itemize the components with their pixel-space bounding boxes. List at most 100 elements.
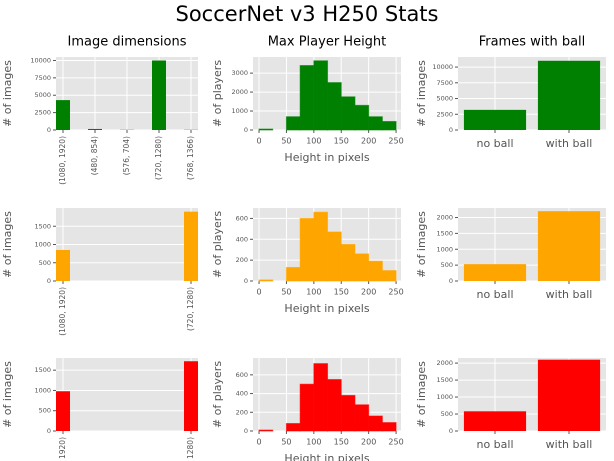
y-tick-label: 1000 xyxy=(34,241,51,249)
x-tick-label: 250 xyxy=(388,288,403,297)
bar xyxy=(258,128,274,131)
x-tick-label: 150 xyxy=(334,288,349,297)
y-tick-label: 0 xyxy=(449,126,453,134)
y-tick-label: 0 xyxy=(47,277,51,285)
x-tick-label: 200 xyxy=(361,288,376,297)
x-tick-label: 100 xyxy=(306,288,321,297)
y-axis-label: # of images xyxy=(1,60,14,127)
y-tick-label: 0 xyxy=(244,126,248,134)
subplot: 0 200 400 600 # of players Height in pixels 0 5… xyxy=(211,208,404,315)
bar xyxy=(285,423,301,432)
x-tick-label: no ball xyxy=(476,137,513,150)
subplot: 0 200 400 600 # of players Height in pixels 0 5… xyxy=(211,358,404,461)
bar xyxy=(368,116,383,131)
y-axis-label: # of players xyxy=(211,211,224,278)
y-tick-label: 7500 xyxy=(34,74,51,82)
bar xyxy=(152,60,166,130)
x-tick-label: 0 xyxy=(256,288,261,297)
y-tick-label: 600 xyxy=(236,371,248,379)
y-tick-label: 2500 xyxy=(34,109,51,117)
y-tick-label: 1000 xyxy=(436,245,453,253)
subplot-title: Frames with ball xyxy=(479,35,586,50)
y-tick-label: 600 xyxy=(236,214,248,222)
bar xyxy=(258,279,274,282)
y-tick-label: 5000 xyxy=(436,95,453,103)
y-tick-label: 1500 xyxy=(436,229,453,237)
x-tick-label: with ball xyxy=(546,137,593,150)
x-tick-label: (1080, 1920) xyxy=(58,287,67,336)
x-tick-label: (1080, 1920) xyxy=(58,437,67,461)
y-tick-label: 10000 xyxy=(432,63,453,71)
subplot: 0 500 1000 1500 2000 # of images no ball with b… xyxy=(415,358,606,451)
subplot: 0 500 1000 1500 # of images (1080, 1920) (720,… xyxy=(1,358,198,461)
bar xyxy=(313,211,329,282)
bar xyxy=(463,264,527,281)
bar xyxy=(327,82,342,131)
figure-title: SoccerNet v3 H250 Stats xyxy=(176,2,439,26)
y-tick-label: 1500 xyxy=(34,222,51,230)
y-axis-label: # of images xyxy=(415,211,428,278)
y-axis-label: # of images xyxy=(415,60,428,127)
x-tick-label: (768, 1366) xyxy=(186,136,195,180)
y-tick-label: 7500 xyxy=(436,79,453,87)
subplot-title: Max Player Height xyxy=(268,35,387,50)
x-tick-label: 100 xyxy=(306,438,321,447)
y-tick-label: 500 xyxy=(441,410,453,418)
subplot-title: Image dimensions xyxy=(68,35,187,50)
bar xyxy=(463,109,527,130)
bar xyxy=(88,128,102,130)
bar xyxy=(381,422,397,432)
bar xyxy=(381,270,397,282)
x-tick-label: 150 xyxy=(334,438,349,447)
bar xyxy=(299,217,315,282)
y-tick-label: 0 xyxy=(449,277,453,285)
y-tick-label: 0 xyxy=(47,427,51,435)
bar xyxy=(184,361,198,431)
x-tick-label: (576, 704) xyxy=(122,136,131,175)
y-tick-label: 2000 xyxy=(231,88,248,96)
y-tick-label: 5000 xyxy=(34,91,51,99)
bar xyxy=(354,104,370,131)
bar xyxy=(313,60,329,131)
x-axis-label: Height in pixels xyxy=(284,452,369,461)
x-tick-label: with ball xyxy=(546,288,593,301)
subplot: 0 2500 5000 7500 10000 Frames with ball # of i… xyxy=(415,35,606,150)
y-axis-label: # of images xyxy=(1,211,14,278)
x-axis-label: Height in pixels xyxy=(284,302,369,315)
y-tick-label: 0 xyxy=(244,427,248,435)
bar xyxy=(368,415,383,432)
bar xyxy=(340,394,356,432)
x-tick-label: 100 xyxy=(306,137,321,146)
bar xyxy=(56,249,70,281)
x-tick-label: (720, 1280) xyxy=(154,136,163,180)
bar xyxy=(258,429,274,432)
y-tick-label: 500 xyxy=(441,261,453,269)
y-tick-label: 500 xyxy=(39,407,51,415)
bar xyxy=(537,60,601,130)
x-tick-label: with ball xyxy=(546,438,593,451)
bar xyxy=(340,96,356,131)
x-tick-label: 250 xyxy=(388,137,403,146)
subplot: 0 500 1000 1500 # of images (1080, 1920) (720,… xyxy=(1,208,198,336)
bar xyxy=(56,391,70,431)
bar xyxy=(285,116,301,131)
bar xyxy=(327,379,342,432)
x-tick-label: no ball xyxy=(476,438,513,451)
bar xyxy=(299,65,315,131)
y-tick-label: 0 xyxy=(449,427,453,435)
x-tick-label: (720, 1280) xyxy=(186,437,195,461)
bar xyxy=(354,404,370,432)
y-tick-label: 0 xyxy=(244,277,248,285)
bar xyxy=(56,100,70,130)
x-tick-label: 200 xyxy=(361,438,376,447)
bar xyxy=(299,383,315,432)
bar xyxy=(285,266,301,282)
y-tick-label: 2000 xyxy=(436,359,453,367)
x-axis-label: Height in pixels xyxy=(284,151,369,164)
y-tick-label: 0 xyxy=(47,126,51,134)
y-tick-label: 1500 xyxy=(436,376,453,384)
bar xyxy=(463,411,527,431)
bar xyxy=(313,363,329,432)
bar xyxy=(537,359,601,431)
